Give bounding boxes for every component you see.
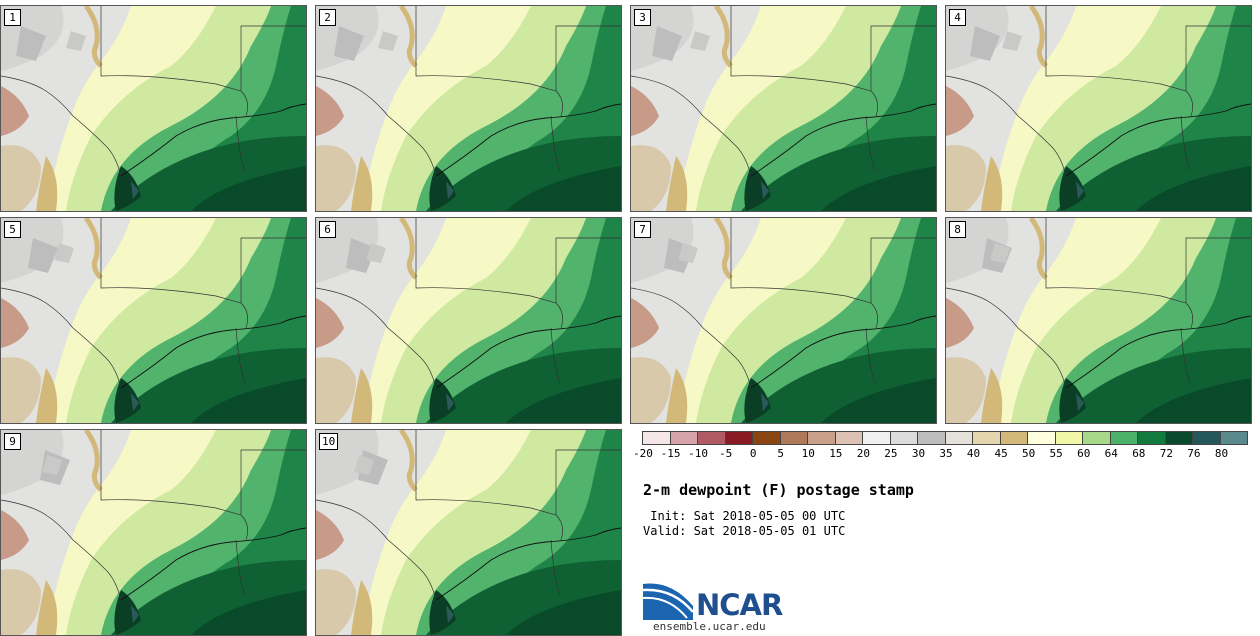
colorbar-tick-label: 5 <box>777 447 785 460</box>
map-title: 2-m dewpoint (F) postage stamp <box>643 481 914 499</box>
member-number: 5 <box>4 221 21 238</box>
colorbar-swatch <box>945 432 973 444</box>
member-number: 1 <box>4 9 21 26</box>
colorbar-swatch <box>863 432 891 444</box>
colorbar-tick-label: 10 <box>801 447 815 460</box>
dewpoint-map <box>946 218 1251 423</box>
dewpoint-map <box>1 218 306 423</box>
colorbar-tick-label: 80 <box>1214 447 1229 460</box>
ncar-logo-text: NCAR <box>696 588 783 622</box>
colorbar-swatch <box>1000 432 1028 444</box>
colorbar-swatch <box>698 432 726 444</box>
colorbar <box>642 431 1248 445</box>
colorbar-swatch <box>1165 432 1193 444</box>
dewpoint-map <box>1 430 306 635</box>
colorbar-swatch <box>753 432 781 444</box>
colorbar-swatch <box>808 432 836 444</box>
colorbar-swatch <box>780 432 808 444</box>
member-number: 6 <box>319 221 336 238</box>
colorbar-tick-label: 20 <box>856 447 870 460</box>
colorbar-tick-label: 68 <box>1132 447 1146 460</box>
colorbar-tick-label: 64 <box>1104 447 1118 460</box>
dewpoint-map <box>1 6 306 211</box>
colorbar-tick-label: 72 <box>1159 447 1173 460</box>
postage-stamp-panel: 1 <box>0 5 307 212</box>
valid-time: Valid: Sat 2018-05-05 01 UTC <box>643 524 846 538</box>
colorbar-tick-label: 60 <box>1077 447 1091 460</box>
postage-stamp-panel: 10 <box>315 429 622 636</box>
colorbar-tick-label: 55 <box>1049 447 1063 460</box>
colorbar-tick-label: 50 <box>1022 447 1036 460</box>
colorbar-tick-label: 30 <box>911 447 926 460</box>
dewpoint-map <box>316 430 621 635</box>
colorbar-swatch <box>643 432 671 444</box>
colorbar-tick-label: 25 <box>884 447 898 460</box>
member-number: 8 <box>949 221 966 238</box>
postage-stamp-panel: 6 <box>315 217 622 424</box>
postage-stamp-panel: 8 <box>945 217 1252 424</box>
colorbar-swatch <box>1055 432 1083 444</box>
postage-stamp-panel: 3 <box>630 5 937 212</box>
colorbar-tick-label: -15 <box>660 447 681 460</box>
postage-stamp-panel: 9 <box>0 429 307 636</box>
init-time: Init: Sat 2018-05-05 00 UTC <box>643 509 846 523</box>
color-legend: -20 -15 -10 -5 0 5 10 15 20 25 30 35 40 45 50 55 60 64 68 7… <box>633 431 1248 461</box>
ncar-logo-icon <box>643 583 694 620</box>
colorbar-tick-label: -20 <box>633 447 653 460</box>
colorbar-swatch <box>1028 432 1056 444</box>
colorbar-swatch <box>1110 432 1138 444</box>
colorbar-swatch <box>670 432 698 444</box>
member-number: 4 <box>949 9 966 26</box>
postage-stamp-panel: 5 <box>0 217 307 424</box>
postage-stamp-panel: 4 <box>945 5 1252 212</box>
colorbar-swatch <box>835 432 863 444</box>
colorbar-swatch <box>1138 432 1166 444</box>
colorbar-tick-label: 45 <box>994 447 1008 460</box>
colorbar-swatch <box>725 432 753 444</box>
dewpoint-map <box>316 218 621 423</box>
logo-url: ensemble.ucar.edu <box>653 620 766 633</box>
colorbar-tick-label: -10 <box>688 447 709 460</box>
colorbar-tick-label: 35 <box>939 447 953 460</box>
time-info: Init: Sat 2018-05-05 00 UTC Valid: Sat 20… <box>643 509 845 539</box>
dewpoint-map <box>631 218 936 423</box>
colorbar-tick-label: 0 <box>749 447 757 460</box>
dewpoint-map <box>946 6 1251 211</box>
dewpoint-map <box>316 6 621 211</box>
member-number: 7 <box>634 221 651 238</box>
colorbar-swatch <box>890 432 918 444</box>
member-number: 9 <box>4 433 21 450</box>
colorbar-swatch <box>1193 432 1221 444</box>
member-number: 3 <box>634 9 651 26</box>
colorbar-tick-label: 15 <box>829 447 843 460</box>
colorbar-tick-label: 40 <box>966 447 981 460</box>
postage-stamp-panel: 7 <box>630 217 937 424</box>
postage-stamp-panel: 2 <box>315 5 622 212</box>
colorbar-ticks: -20 -15 -10 -5 0 5 10 15 20 25 30 35 40 45 50 55 60 64 68 7… <box>633 445 1248 461</box>
dewpoint-map <box>631 6 936 211</box>
colorbar-tick-label: 76 <box>1187 447 1201 460</box>
member-number: 2 <box>319 9 336 26</box>
colorbar-swatch <box>1220 432 1247 444</box>
colorbar-swatch <box>1083 432 1111 444</box>
colorbar-swatch <box>918 432 946 444</box>
colorbar-tick-label: -5 <box>719 447 733 460</box>
colorbar-swatch <box>973 432 1001 444</box>
member-number: 10 <box>319 433 339 450</box>
